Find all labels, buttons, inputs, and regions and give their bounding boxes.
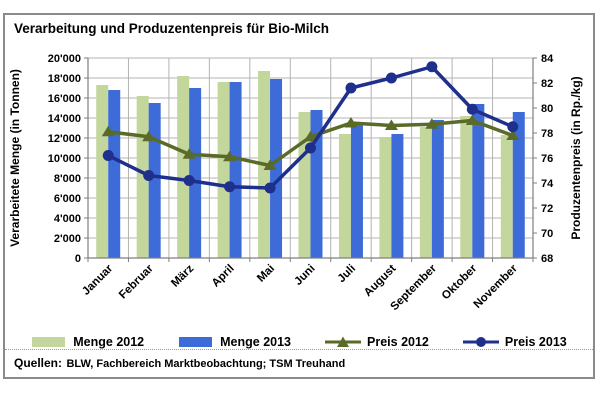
legend-item-preis-2012: Preis 2012 [325,335,429,349]
bio-milk-combo-chart: 0 2'000 4'000 6'000 8'000 10'000 12'000 14'000 1… [8,53,583,313]
chart-title: Verarbeitung und Produzentenpreis für Bi… [14,21,330,36]
line-marker-swatch-icon [462,337,499,347]
svg-text:78: 78 [541,128,553,140]
svg-text:18'000: 18'000 [48,73,81,85]
svg-text:70: 70 [541,228,553,240]
svg-text:Verarbeitete Menge (in Tonnen): Verarbeitete Menge (in Tonnen) [8,69,22,247]
svg-text:2'000: 2'000 [54,233,81,245]
svg-text:14'000: 14'000 [48,113,81,125]
bar-swatch-icon [32,337,66,347]
sources-label: Quellen: [14,356,63,370]
svg-text:84: 84 [541,53,554,65]
legend-item-preis-2013: Preis 2013 [462,335,567,349]
svg-text:16'000: 16'000 [48,93,81,105]
svg-text:20'000: 20'000 [48,53,81,65]
chart-panel: Verarbeitung und Produzentenpreis für Bi… [3,13,595,379]
bar-swatch-icon [179,337,213,347]
svg-text:Februar: Februar [117,262,156,301]
svg-text:Juni: Juni [292,263,317,288]
legend-label: Preis 2012 [367,335,429,349]
svg-text:10'000: 10'000 [48,153,81,165]
svg-text:Januar: Januar [80,262,116,298]
svg-text:Oktober: Oktober [440,262,480,302]
svg-text:August: August [362,263,399,300]
svg-text:Juli: Juli [336,263,358,285]
line-marker-swatch-icon [325,336,362,347]
svg-text:November: November [472,262,521,311]
svg-text:April: April [210,263,237,290]
svg-text:8'000: 8'000 [54,173,81,185]
legend-label: Menge 2012 [73,335,145,349]
svg-text:72: 72 [541,203,553,215]
svg-text:74: 74 [541,178,554,190]
chart-legend: Menge 2012 Menge 2013 Preis 2012 Preis 2013 [5,329,593,355]
svg-text:76: 76 [541,153,553,165]
sources-text: BLW, Fachbereich Marktbeobachtung; TSM T… [66,358,346,370]
svg-text:4'000: 4'000 [54,213,81,225]
legend-label: Menge 2013 [220,335,292,349]
legend-item-menge-2013: Menge 2013 [178,335,291,349]
sources-footer: Quellen: BLW, Fachbereich Marktbeobachtu… [5,349,593,377]
svg-text:0: 0 [75,253,81,265]
svg-text:12'000: 12'000 [48,133,81,145]
svg-text:80: 80 [541,103,553,115]
svg-text:6'000: 6'000 [54,193,81,205]
svg-text:Produzentenpreis (in Rp./kg): Produzentenpreis (in Rp./kg) [569,76,583,239]
legend-item-menge-2012: Menge 2012 [31,335,144,349]
svg-text:82: 82 [541,78,553,90]
svg-text:68: 68 [541,253,553,265]
svg-text:Mai: Mai [255,263,277,285]
legend-label: Preis 2013 [504,335,567,349]
svg-text:März: März [169,262,196,289]
